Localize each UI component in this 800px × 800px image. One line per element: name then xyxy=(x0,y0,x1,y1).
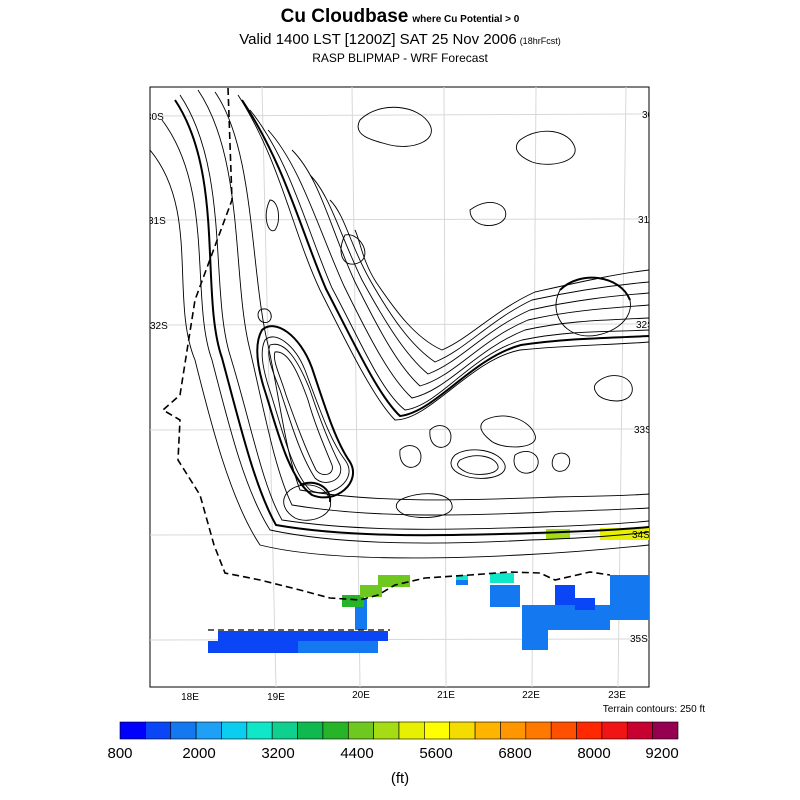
colorbar-swatch xyxy=(525,721,552,740)
colorbar-tick-label: 800 xyxy=(107,745,133,762)
lon-label: 18E xyxy=(181,692,199,703)
cloudbase-cell xyxy=(208,641,298,653)
cloudbase-cell xyxy=(456,580,468,585)
lon-labels-bottom: 18E 19E 20E 21E 22E 23E xyxy=(181,690,626,703)
lon-label: 21E xyxy=(436,75,454,86)
lat-label: 32S xyxy=(636,320,654,331)
map-title-block: Cu Cloudbase where Cu Potential > 0 Valid… xyxy=(0,6,800,65)
colorbar-swatch xyxy=(398,721,425,740)
cloudbase-cell xyxy=(600,528,649,540)
lat-label: 31S xyxy=(638,215,656,226)
lon-labels-top: 18E 19E 20E 21E 22E 23E xyxy=(163,75,637,88)
lon-label: 21E xyxy=(437,690,455,701)
colorbar-swatch xyxy=(550,721,577,740)
cloudbase-cell xyxy=(218,631,388,641)
model-name: RASP BLIPMAP - WRF Forecast xyxy=(312,51,488,65)
colorbar-swatch xyxy=(424,721,451,740)
colorbar-swatch xyxy=(145,721,172,740)
lon-label: 23E xyxy=(608,690,626,701)
colorbar-swatch xyxy=(322,721,349,740)
lat-label: 35S xyxy=(630,634,648,645)
coastline xyxy=(161,87,611,601)
colorbar-swatch xyxy=(449,721,476,740)
cloudbase-cell xyxy=(555,585,575,605)
map-title-condition: where Cu Potential > 0 xyxy=(412,14,520,25)
map-title: Cu Cloudbase xyxy=(280,6,409,27)
lat-label: 33S xyxy=(122,427,140,438)
lon-label: 19E xyxy=(267,692,285,703)
lon-label: 19E xyxy=(254,75,272,86)
colorbar-swatch xyxy=(500,721,527,740)
lat-label: 33S xyxy=(634,425,652,436)
colorbar-unit: (ft) xyxy=(390,770,410,787)
lat-label: 35S xyxy=(130,636,148,647)
cloudbase-cell xyxy=(490,573,514,583)
lat-label: 31S xyxy=(148,216,166,227)
terrain-contours xyxy=(150,89,649,559)
colorbar-tick-label: 5600 xyxy=(419,745,453,762)
colorbar-swatch xyxy=(170,721,197,740)
lat-labels-left: 30S 31S 32S 33S 34S 35S xyxy=(122,112,168,647)
cloudbase-cell xyxy=(575,598,595,610)
lon-label: 20E xyxy=(352,690,370,701)
colorbar-swatch xyxy=(246,721,273,740)
colorbar-tick-label: 9200 xyxy=(645,745,679,762)
colorbar-swatch xyxy=(119,721,146,740)
forecast-hours: (18hrFcst) xyxy=(519,36,561,46)
lon-label: 20E xyxy=(344,75,362,86)
colorbar-swatch xyxy=(474,721,501,740)
colorbar-swatch xyxy=(195,721,222,740)
colorbar xyxy=(119,721,679,740)
colorbar-swatch xyxy=(347,721,374,740)
colorbar-swatch xyxy=(373,721,400,740)
colorbar-swatch xyxy=(271,721,298,740)
lat-label: 30S xyxy=(642,110,660,121)
colorbar-tick-label: 4400 xyxy=(340,745,374,762)
valid-time: Valid 1400 LST [1200Z] SAT 25 Nov 2006 xyxy=(239,31,517,48)
colorbar-tick-label: 2000 xyxy=(182,745,216,762)
colorbar-tick-label: 3200 xyxy=(261,745,295,762)
colorbar-swatch xyxy=(652,721,679,740)
colorbar-swatch xyxy=(221,721,248,740)
lat-label: 34S xyxy=(126,531,144,542)
colorbar-swatch xyxy=(626,721,653,740)
colorbar-swatch xyxy=(297,721,324,740)
lon-label: 22E xyxy=(528,75,546,86)
colorbar-swatch xyxy=(601,721,628,740)
graticule xyxy=(150,87,649,687)
lat-label: 34S xyxy=(632,530,650,541)
cloudbase-cell xyxy=(360,585,382,597)
cloudbase-cell xyxy=(342,595,364,607)
cloudbase-cell xyxy=(490,585,520,607)
lon-label: 18E xyxy=(163,77,181,88)
lat-labels-right: 30S 31S 32S 33S 34S 35S xyxy=(630,110,660,645)
map-content: 18E 19E 20E 21E 22E 23E 30S 31S 32S 33S … xyxy=(122,75,660,687)
lat-label: 30S xyxy=(146,112,164,123)
terrain-contour-note: Terrain contours: 250 ft xyxy=(602,704,705,715)
cloudbase-cell xyxy=(610,575,649,620)
colorbar-tick-label: 6800 xyxy=(498,745,532,762)
colorbar-swatch xyxy=(576,721,603,740)
cloudbase-cell xyxy=(546,529,570,539)
lon-label: 22E xyxy=(522,690,540,701)
lat-label: 32S xyxy=(150,321,168,332)
lon-label: 23E xyxy=(619,75,637,86)
cloudbase-cells xyxy=(208,528,649,653)
colorbar-tick-label: 8000 xyxy=(577,745,611,762)
terrain-contours-major xyxy=(174,99,649,537)
